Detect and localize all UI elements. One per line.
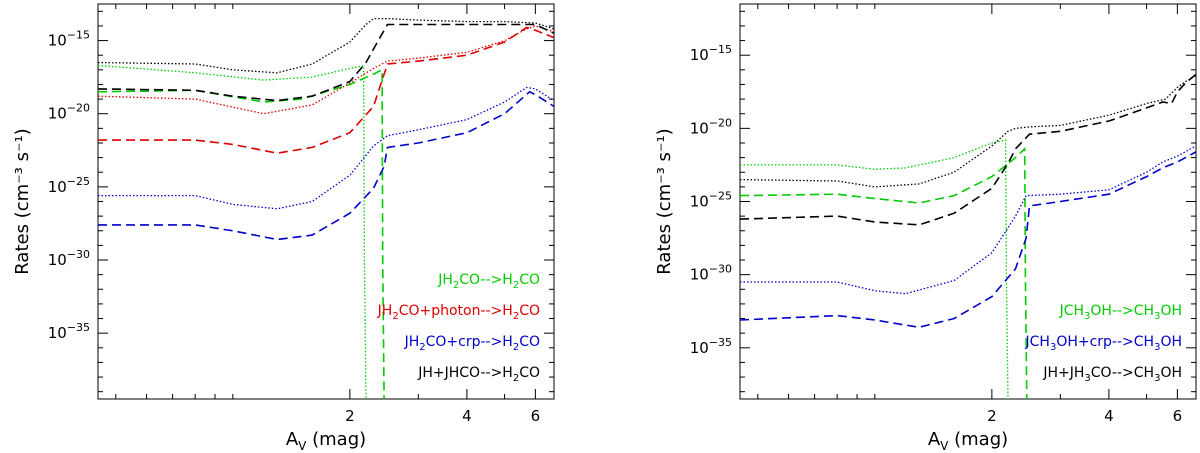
y-tick-label: 10−20 bbox=[690, 116, 732, 137]
x-axis-label: AV (mag) bbox=[286, 429, 366, 453]
y-tick-label: 10−35 bbox=[48, 321, 90, 342]
series-line-dotted-2 bbox=[98, 86, 554, 210]
series-line-dashed-2 bbox=[98, 90, 554, 241]
y-tick-label: 10−15 bbox=[690, 43, 732, 64]
series-line-dashed-1 bbox=[740, 151, 1196, 329]
legend-entry: JCH3OH+crp-->CH3OH bbox=[1025, 334, 1183, 353]
legend-entry: JH2CO-->H2CO bbox=[437, 272, 540, 291]
legend-entry: JH2CO+crp-->H2CO bbox=[404, 334, 540, 353]
y-tick-label: 10−25 bbox=[48, 175, 90, 196]
series-line-dashed-3 bbox=[98, 23, 554, 102]
y-tick-label: 10−35 bbox=[690, 336, 732, 357]
y-tick-label: 10−20 bbox=[48, 102, 90, 123]
series-line-dashed-0 bbox=[740, 146, 1028, 399]
y-tick-label: 10−15 bbox=[48, 29, 90, 50]
legend-entry: JH2CO+photon-->H2CO bbox=[377, 303, 540, 322]
series-line-dotted-3 bbox=[98, 17, 554, 74]
chart-panel-right: 2 4 6 10−15 10−20 10−25 10−30 10−35 AV (mag) Rate… bbox=[654, 3, 1197, 453]
series-line-dotted-1 bbox=[98, 25, 554, 115]
series-line-dashed-1 bbox=[98, 26, 554, 155]
x-tick-label: 2 bbox=[345, 407, 355, 425]
legend-entry: JH+JH3CO-->CH3OH bbox=[1042, 365, 1182, 384]
x-tick-label: 6 bbox=[531, 407, 541, 425]
x-tick-label: 2 bbox=[987, 407, 997, 425]
x-tick-label: 4 bbox=[462, 407, 472, 425]
series-line-dashed-2 bbox=[740, 73, 1196, 226]
x-tick-label: 6 bbox=[1173, 407, 1183, 425]
y-axis-label: Rates (cm⁻³ s⁻¹) bbox=[654, 128, 675, 274]
legend-entry: JH+JHCO-->H2CO bbox=[417, 365, 540, 384]
y-tick-label: 10−30 bbox=[690, 263, 732, 284]
y-tick-label: 10−30 bbox=[48, 248, 90, 269]
series-line-dashed-0 bbox=[98, 68, 385, 399]
series-line-dotted-0 bbox=[740, 139, 1009, 399]
legend-entry: JCH3OH-->CH3OH bbox=[1059, 303, 1182, 322]
x-axis-label: AV (mag) bbox=[928, 429, 1008, 453]
y-tick-label: 10−25 bbox=[690, 190, 732, 211]
x-tick-label: 4 bbox=[1104, 407, 1114, 425]
chart-panel-left: 2 4 6 10−15 10−20 10−25 10−30 10−35 AV (mag) Rate… bbox=[12, 3, 555, 453]
series-line-dotted-0 bbox=[98, 64, 367, 399]
series-line-dotted-2 bbox=[740, 75, 1196, 188]
y-axis-label: Rates (cm⁻³ s⁻¹) bbox=[12, 128, 33, 274]
series-line-dotted-1 bbox=[740, 145, 1196, 295]
